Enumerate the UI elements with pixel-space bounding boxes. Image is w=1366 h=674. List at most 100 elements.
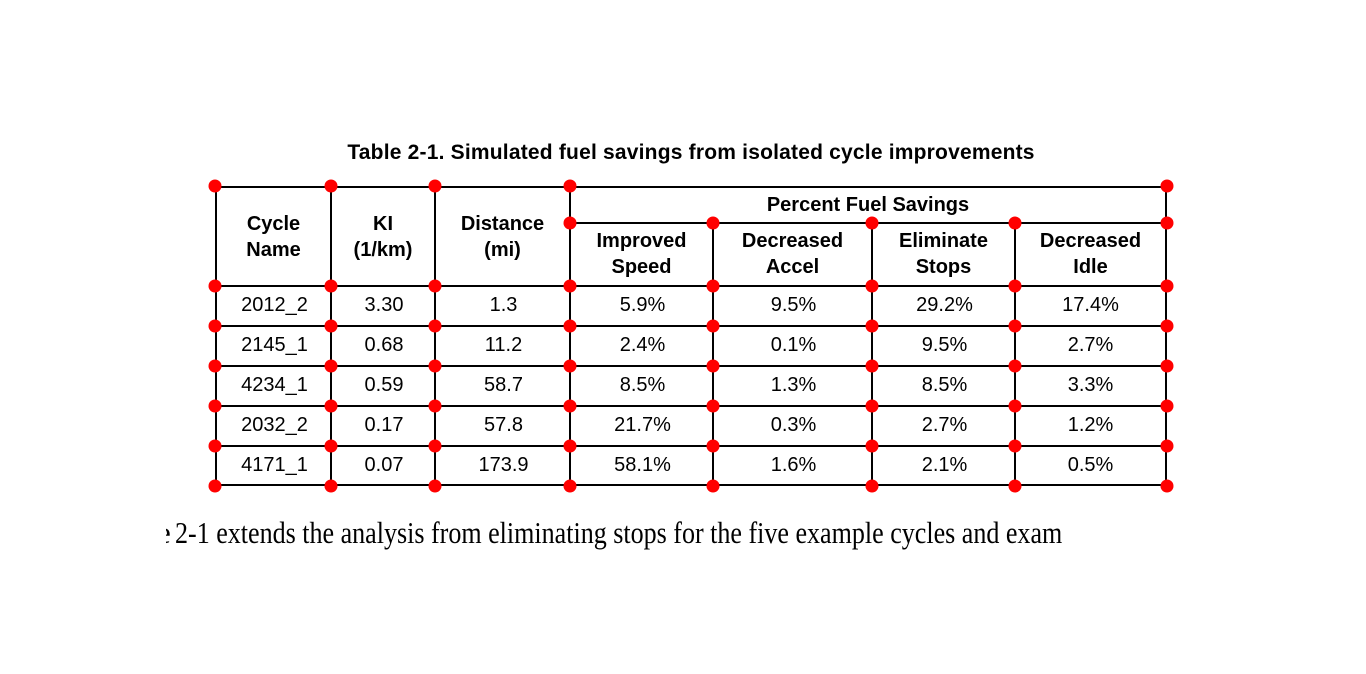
- header-line: Decreased: [1039, 229, 1142, 252]
- table-corner-dot: [563, 479, 577, 493]
- table-corner-dot: [1008, 359, 1022, 373]
- cell-distance: 57.8: [484, 414, 523, 436]
- cell-cycle-name: 2032_2: [241, 414, 308, 436]
- table-corner-dot: [324, 359, 338, 373]
- table-corner-dot: [1008, 279, 1022, 293]
- cell-decreased-idle: 0.5%: [1067, 454, 1114, 476]
- cell-ki: 0.17: [364, 414, 404, 436]
- table-corner-dot: [706, 279, 720, 293]
- cell-ki: 0.07: [364, 454, 404, 476]
- cell-improved-speed: 58.1%: [614, 454, 671, 476]
- table-corner-dot: [865, 319, 879, 333]
- table-corner-dot: [563, 439, 577, 453]
- table-corner-dot: [563, 399, 577, 413]
- cell-decreased-idle: 1.2%: [1067, 414, 1114, 436]
- grid-line-vertical: [330, 188, 332, 484]
- header-cycle-name: Cycle Name: [217, 188, 330, 285]
- table-corner-dot: [428, 319, 442, 333]
- cell-decreased-accel: 1.3%: [770, 374, 817, 396]
- header-line: Eliminate: [899, 229, 988, 252]
- header-line: (1/km): [353, 238, 413, 261]
- header-line: Cycle: [246, 212, 301, 235]
- cell-distance: 1.3: [489, 294, 518, 316]
- table-corner-dot: [563, 319, 577, 333]
- header-line: Speed: [611, 255, 672, 278]
- table-corner-dot: [865, 399, 879, 413]
- table-corner-dot: [324, 279, 338, 293]
- table-corner-dot: [428, 399, 442, 413]
- table-corner-dot: [208, 439, 222, 453]
- data-table: Cycle Name KI (1/km) Distance (mi) Perce…: [215, 186, 1167, 486]
- table-row: 4171_1 0.07 173.9 58.1% 1.6% 2.1% 0.5%: [217, 445, 1165, 485]
- header-line: KI: [373, 212, 393, 235]
- cell-decreased-idle: 2.7%: [1067, 334, 1114, 356]
- cell-distance: 58.7: [484, 374, 523, 396]
- cell-improved-speed: 5.9%: [619, 294, 666, 316]
- header-decreased-accel: Decreased Accel: [714, 222, 871, 285]
- cell-eliminate-stops: 2.7%: [921, 414, 968, 436]
- cell-distance: 11.2: [484, 334, 523, 356]
- table-corner-dot: [706, 399, 720, 413]
- grid-line-horizontal: [217, 325, 1165, 327]
- cell-cycle-name: 2145_1: [241, 334, 308, 356]
- table-corner-dot: [563, 359, 577, 373]
- table-corner-dot: [208, 479, 222, 493]
- table-corner-dot: [208, 319, 222, 333]
- table-corner-dot: [1160, 439, 1174, 453]
- cell-ki: 3.30: [364, 294, 404, 316]
- cell-decreased-accel: 0.1%: [770, 334, 817, 356]
- table-corner-dot: [324, 479, 338, 493]
- table-corner-dot: [865, 359, 879, 373]
- table-corner-dot: [1008, 399, 1022, 413]
- table-corner-dot: [563, 216, 577, 230]
- cell-improved-speed: 21.7%: [614, 414, 671, 436]
- table-corner-dot: [865, 216, 879, 230]
- cell-decreased-accel: 1.6%: [770, 454, 817, 476]
- table-corner-dot: [563, 279, 577, 293]
- cell-distance: 173.9: [478, 454, 529, 476]
- cell-decreased-idle: 3.3%: [1067, 374, 1114, 396]
- table-corner-dot: [324, 399, 338, 413]
- caption-text: e2-1 extends the analysis from eliminati…: [166, 512, 1231, 554]
- table-corner-dot: [865, 279, 879, 293]
- cell-ki: 0.68: [364, 334, 404, 356]
- cell-cycle-name: 4171_1: [241, 454, 308, 476]
- grid-line-vertical: [871, 222, 873, 484]
- table-row: 4234_1 0.59 58.7 8.5% 1.3% 8.5% 3.3%: [217, 365, 1165, 405]
- header-line: Name: [246, 238, 301, 261]
- table-corner-dot: [706, 479, 720, 493]
- header-line: Percent Fuel Savings: [766, 194, 970, 216]
- table-corner-dot: [208, 399, 222, 413]
- header-eliminate-stops: Eliminate Stops: [873, 222, 1014, 285]
- cell-decreased-idle: 17.4%: [1062, 294, 1119, 316]
- header-decreased-idle: Decreased Idle: [1016, 222, 1165, 285]
- table-row: 2145_1 0.68 11.2 2.4% 0.1% 9.5% 2.7%: [217, 325, 1165, 365]
- table-corner-dot: [1160, 279, 1174, 293]
- table-corner-dot: [1160, 359, 1174, 373]
- header-line: Improved: [596, 229, 687, 252]
- table-row: 2012_2 3.30 1.3 5.9% 9.5% 29.2% 17.4%: [217, 285, 1165, 325]
- table-corner-dot: [1008, 439, 1022, 453]
- table-corner-dot: [428, 479, 442, 493]
- table-corner-dot: [324, 319, 338, 333]
- table-corner-dot: [1008, 479, 1022, 493]
- table-body: 2012_2 3.30 1.3 5.9% 9.5% 29.2% 17.4% 21…: [217, 285, 1165, 485]
- table-corner-dot: [563, 179, 577, 193]
- header-line: Decreased: [741, 229, 844, 252]
- cell-eliminate-stops: 2.1%: [921, 454, 968, 476]
- header-ki: KI (1/km): [332, 188, 434, 285]
- cell-eliminate-stops: 8.5%: [921, 374, 968, 396]
- header-percent-fuel-savings: Percent Fuel Savings: [571, 188, 1165, 222]
- table-corner-dot: [1160, 216, 1174, 230]
- table-corner-dot: [1160, 179, 1174, 193]
- table-corner-dot: [1008, 216, 1022, 230]
- table-corner-dot: [706, 439, 720, 453]
- table-corner-dot: [428, 359, 442, 373]
- table-corner-dot: [1008, 319, 1022, 333]
- cell-eliminate-stops: 9.5%: [921, 334, 968, 356]
- cell-eliminate-stops: 29.2%: [916, 294, 973, 316]
- table-corner-dot: [706, 359, 720, 373]
- header-line: (mi): [484, 238, 521, 261]
- header-distance: Distance (mi): [436, 188, 569, 285]
